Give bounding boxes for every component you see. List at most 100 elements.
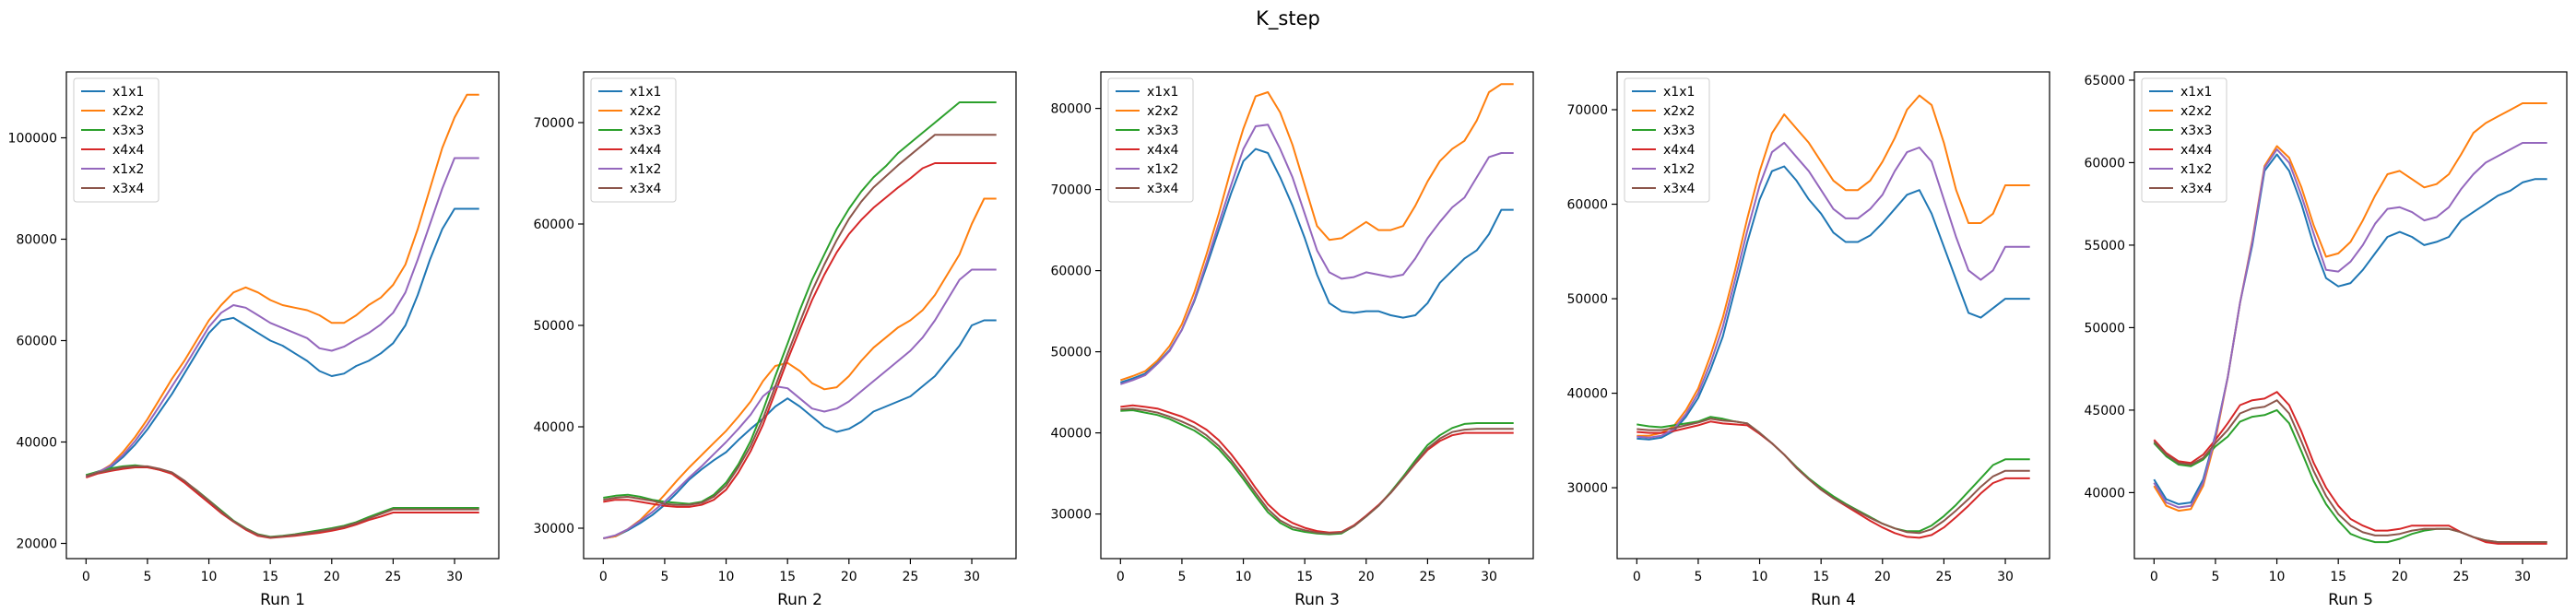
- y-tick-label: 70000: [1050, 183, 1092, 198]
- legend-label-x1x2: x1x2: [112, 162, 144, 177]
- series-line-x1x2: [1637, 141, 2030, 439]
- x-tick-label: 15: [1813, 570, 1829, 584]
- y-tick-label: 80000: [1050, 102, 1092, 117]
- legend-label-x1x2: x1x2: [2180, 162, 2212, 177]
- x-tick-label: 10: [1752, 570, 1768, 584]
- axes-frame: [583, 71, 1017, 560]
- y-tick-label: 70000: [533, 116, 574, 131]
- series-line-x2x2: [603, 197, 997, 539]
- legend-label-x1x1: x1x1: [1147, 85, 1178, 100]
- y-tick-label: 40000: [1566, 387, 1608, 402]
- series-line-x1x2: [2153, 142, 2547, 509]
- series-line-x1x2: [1119, 124, 1514, 385]
- legend-label-x3x3: x3x3: [1663, 124, 1695, 138]
- legend-label-x2x2: x2x2: [1147, 104, 1178, 119]
- x-tick-label: 5: [660, 570, 668, 584]
- series-line-x3x3: [1120, 409, 1514, 536]
- y-tick-label: 50000: [1050, 346, 1092, 360]
- legend: x1x1 x2x2 x3x3 x4x4 x1x2 x3x4: [1624, 77, 1710, 203]
- x-tick-label: 0: [1117, 570, 1125, 584]
- series-line-x2x2: [1637, 94, 2030, 437]
- series-line-x3x3: [1637, 416, 2030, 533]
- y-tick-label: 100000: [8, 132, 57, 147]
- series-line-x3x3: [2153, 408, 2547, 544]
- y-tick-label: 50000: [533, 319, 574, 334]
- series-line-x3x4: [1637, 418, 2030, 535]
- series-line-x4x4: [85, 466, 479, 539]
- x-tick-label: 30: [1997, 570, 2014, 584]
- legend-label-x1x1: x1x1: [112, 85, 144, 100]
- x-axis-label: Run 2: [777, 591, 822, 609]
- x-tick-label: 20: [2392, 570, 2408, 584]
- x-tick-label: 20: [1358, 570, 1375, 584]
- y-tick-label: 40000: [1050, 427, 1092, 442]
- x-tick-label: 15: [1296, 570, 1313, 584]
- series-line-x4x4: [1637, 420, 2030, 539]
- x-axis-label: Run 3: [1294, 591, 1340, 609]
- legend-label-x3x4: x3x4: [1147, 182, 1178, 196]
- x-tick-label: 25: [1420, 570, 1436, 584]
- series-line-x3x4: [2153, 399, 2547, 544]
- x-tick-label: 5: [2211, 570, 2219, 584]
- x-tick-label: 25: [1936, 570, 1953, 584]
- x-tick-label: 10: [2269, 570, 2286, 584]
- legend-label-x3x3: x3x3: [1147, 124, 1178, 138]
- x-tick-label: 20: [841, 570, 857, 584]
- legend: x1x1 x2x2 x3x3 x4x4 x1x2 x3x4: [1107, 77, 1194, 203]
- series-line-x1x1: [603, 319, 997, 539]
- series-line-x3x4: [86, 465, 479, 538]
- subplots: 0 5 10 15 20 25 30 20000 40000 60000 80000 100000 Ru…: [8, 71, 2568, 609]
- subplot-3: 0 5 10 15 20 25 30 30000 40000 50000 60000 70000 800…: [1050, 71, 1534, 609]
- legend-label-x2x2: x2x2: [2180, 104, 2212, 119]
- x-tick-label: 0: [2150, 570, 2158, 584]
- x-tick-label: 15: [779, 570, 796, 584]
- y-tick-label: 40000: [533, 420, 574, 435]
- series-line-x2x2: [85, 93, 479, 478]
- x-tick-label: 30: [2514, 570, 2531, 584]
- y-tick-label: 20000: [16, 537, 57, 552]
- legend-label-x3x4: x3x4: [1663, 182, 1695, 196]
- x-tick-label: 10: [718, 570, 735, 584]
- legend-label-x4x4: x4x4: [112, 143, 144, 158]
- axes-frame: [65, 71, 500, 560]
- legend-label-x3x4: x3x4: [112, 182, 144, 196]
- y-tick-label: 55000: [2084, 239, 2125, 253]
- x-axis-label: Run 4: [1811, 591, 1856, 609]
- legend-label-x2x2: x2x2: [1663, 104, 1695, 119]
- y-tick-label: 60000: [1566, 198, 1608, 213]
- subplot-2: 0 5 10 15 20 25 30 30000 40000 50000 60000 70000 Run…: [533, 71, 1017, 609]
- legend: x1x1 x2x2 x3x3 x4x4 x1x2 x3x4: [590, 77, 677, 203]
- legend-box: [590, 77, 677, 203]
- axes-frame: [1100, 71, 1534, 560]
- series-lines: [2153, 102, 2547, 545]
- legend-box: [1624, 77, 1710, 203]
- series-line-x3x3: [603, 101, 997, 505]
- x-tick-label: 25: [903, 570, 919, 584]
- legend-box: [1107, 77, 1194, 203]
- legend-label-x3x4: x3x4: [2180, 182, 2212, 196]
- x-axis-label: Run 1: [260, 591, 305, 609]
- legend: x1x1 x2x2 x3x3 x4x4 x1x2 x3x4: [73, 77, 160, 203]
- series-line-x3x3: [86, 464, 479, 538]
- y-tick-label: 80000: [16, 233, 57, 248]
- series-lines: [603, 101, 997, 539]
- legend-label-x1x1: x1x1: [1663, 85, 1695, 100]
- legend-label-x4x4: x4x4: [1663, 143, 1695, 158]
- x-tick-label: 25: [2453, 570, 2470, 584]
- legend-box: [2141, 77, 2227, 203]
- legend-label-x4x4: x4x4: [2180, 143, 2212, 158]
- y-tick-label: 60000: [1050, 265, 1092, 279]
- y-tick-label: 45000: [2084, 404, 2125, 418]
- x-tick-label: 25: [385, 570, 402, 584]
- y-tick-label: 50000: [1566, 292, 1608, 307]
- y-tick-label: 70000: [1566, 103, 1608, 118]
- legend-label-x3x3: x3x3: [2180, 124, 2212, 138]
- legend-label-x4x4: x4x4: [630, 143, 661, 158]
- y-tick-label: 30000: [1050, 508, 1092, 523]
- series-line-x4x4: [603, 162, 997, 508]
- legend: x1x1 x2x2 x3x3 x4x4 x1x2 x3x4: [2141, 77, 2227, 203]
- y-tick-label: 65000: [2084, 74, 2125, 88]
- y-tick-label: 60000: [533, 218, 574, 232]
- y-tick-label: 60000: [16, 335, 57, 349]
